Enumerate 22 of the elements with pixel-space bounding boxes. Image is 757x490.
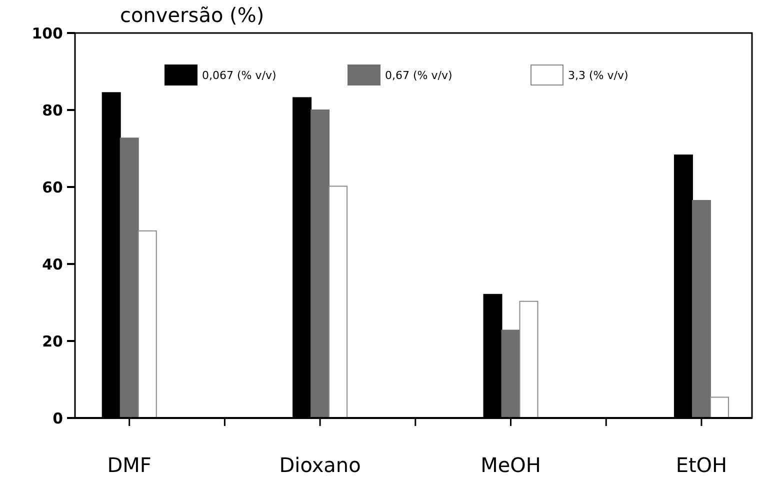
x-tick-label: DMF [107,453,152,477]
bar [328,186,348,418]
bar [120,138,139,418]
x-tick-label: Dioxano [279,453,361,477]
x-tick-label: EtOH [676,453,728,477]
y-axis-title: conversão (%) [120,3,264,27]
y-tick-label: 20 [42,332,63,350]
y-tick-label: 80 [42,101,63,120]
legend-label: 0,067 (% v/v) [202,68,276,82]
legend-label: 3,3 (% v/v) [568,68,628,82]
x-tick-label: MeOH [480,453,541,477]
y-tick-label: 60 [42,178,63,196]
bar [710,396,729,418]
bar [519,300,538,418]
y-tick-label: 0 [52,409,63,428]
bar [501,330,520,418]
bar [692,200,711,418]
bar [138,230,157,418]
y-tick-label: 100 [32,24,63,42]
y-tick-label: 40 [42,255,63,274]
legend-label: 0,67 (% v/v) [385,68,452,82]
bar [310,110,330,418]
